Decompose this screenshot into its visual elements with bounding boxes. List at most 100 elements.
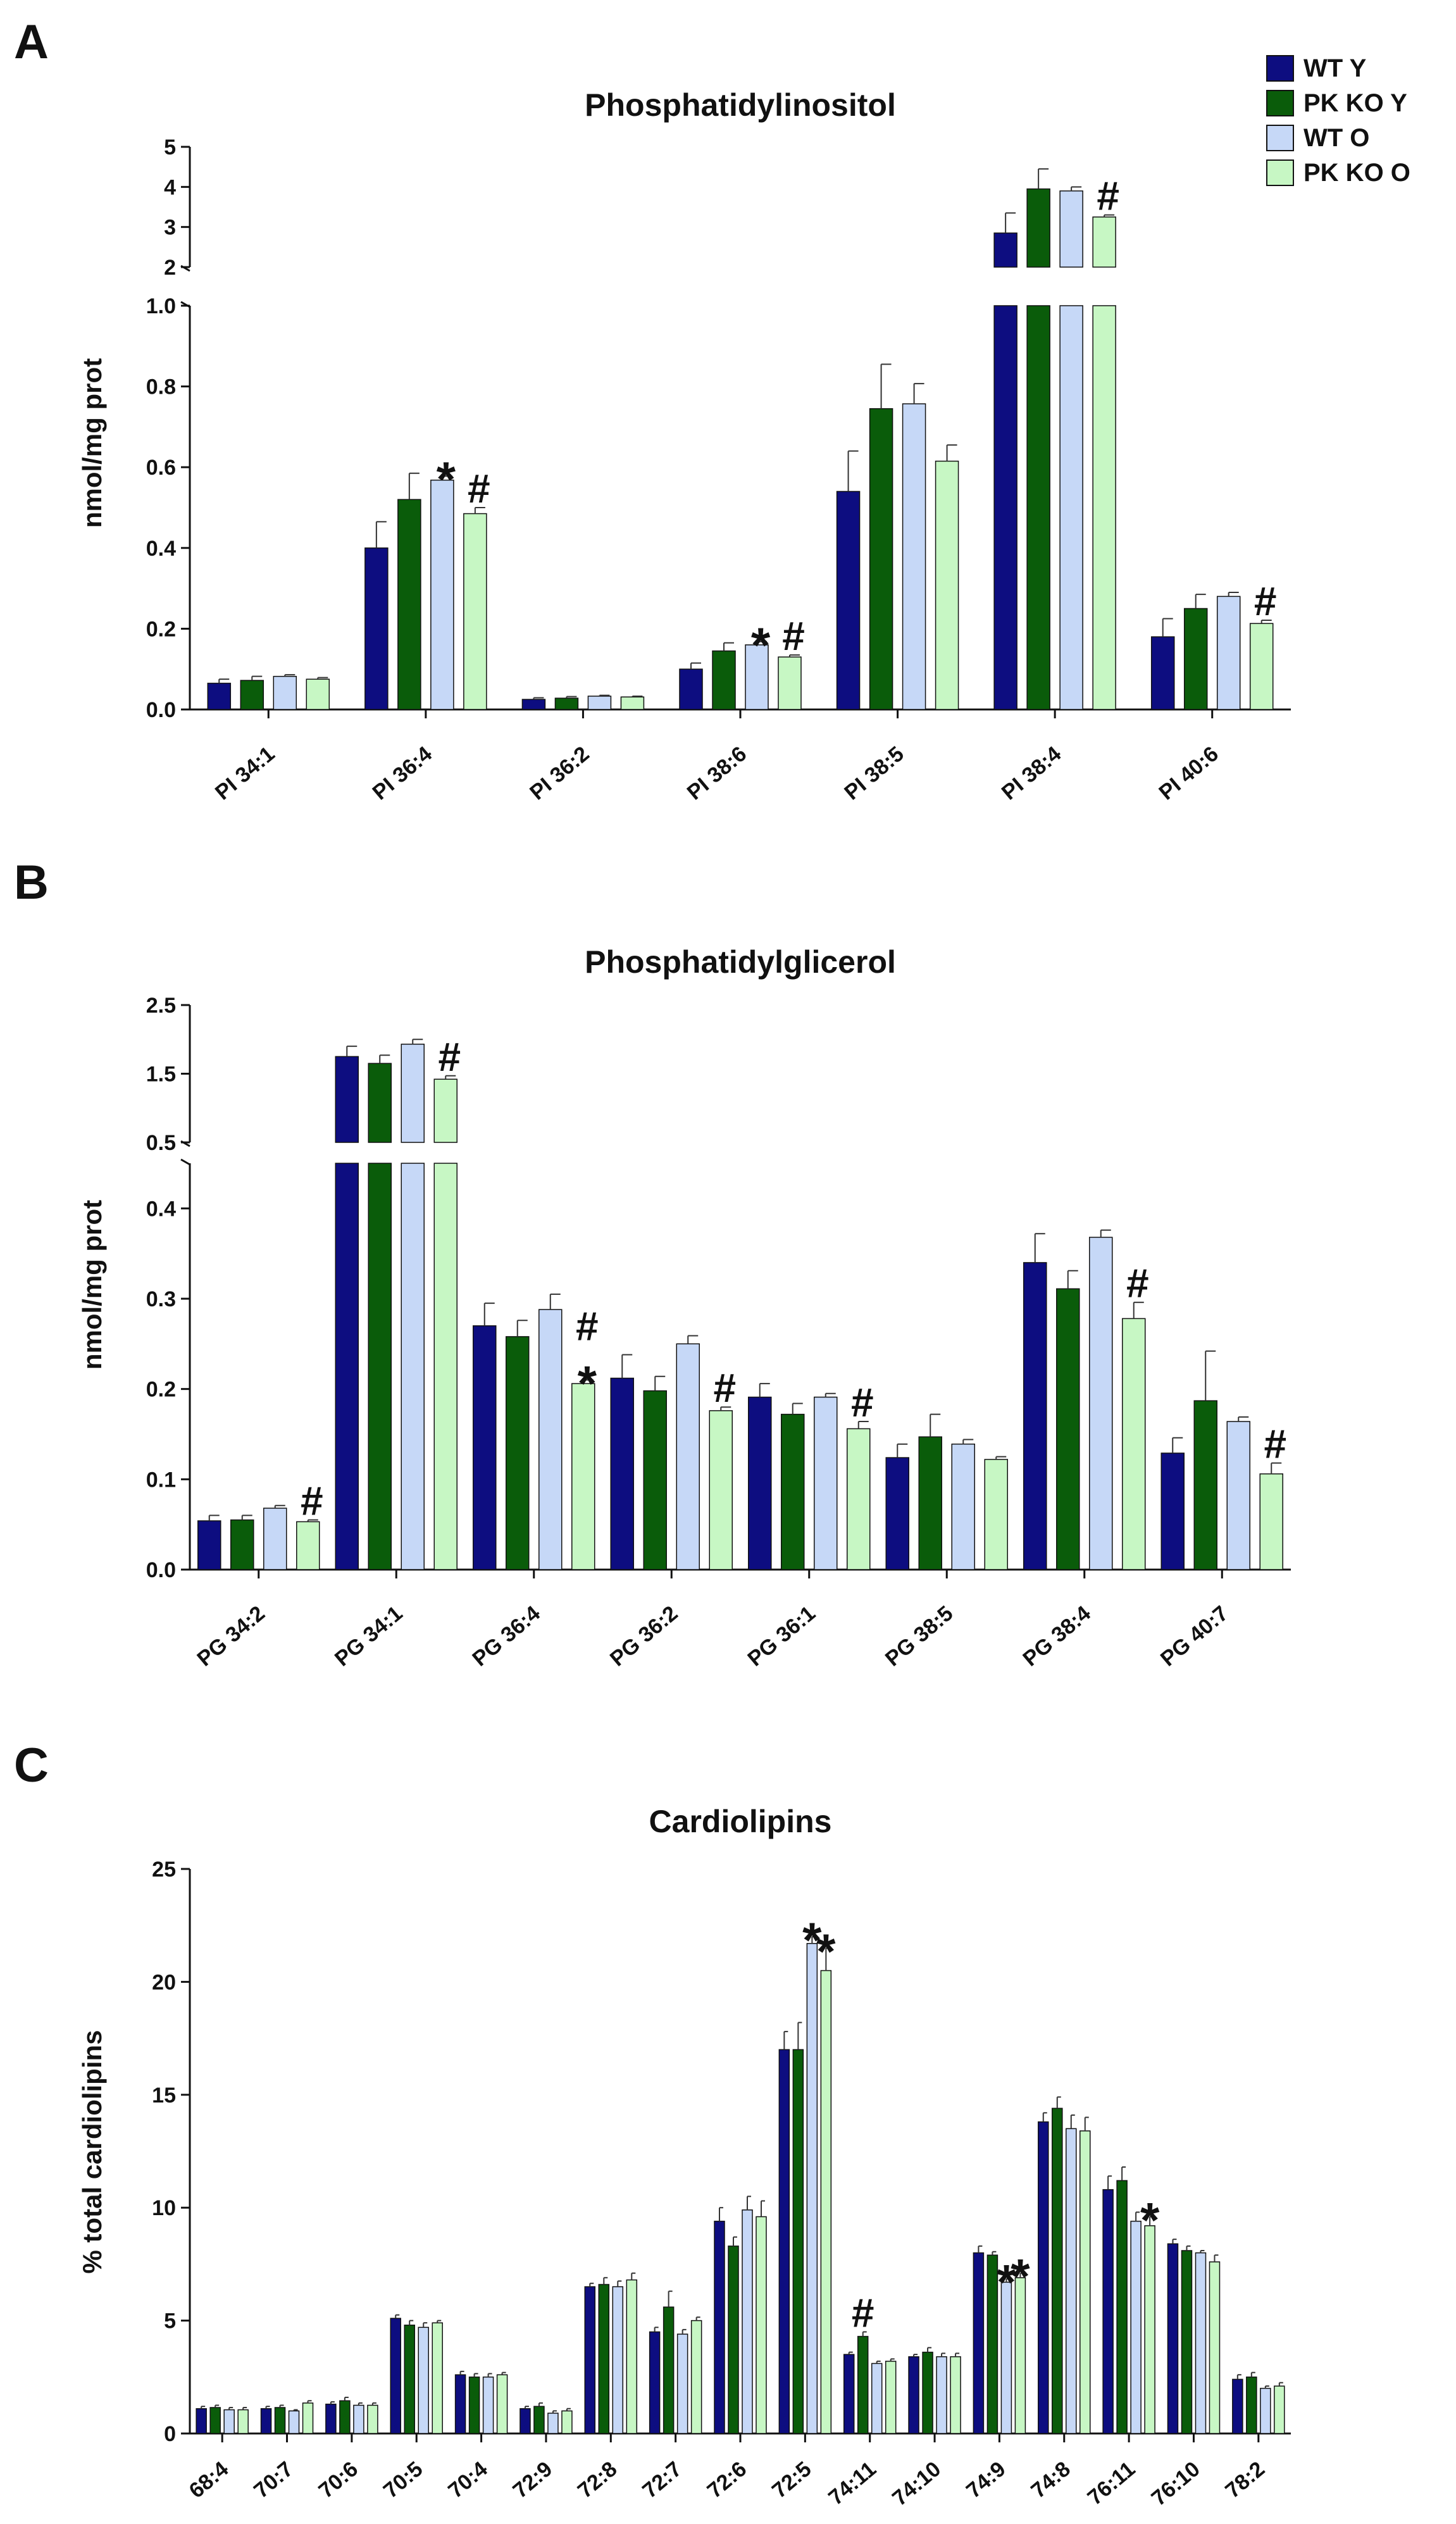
- y-tick-label: 15: [152, 2084, 176, 2108]
- panel-b: B Phosphatidylglicerol nmol/mg prot 0.0 0.1 0…: [14, 856, 1291, 1671]
- bar-pk-ko-o-pg-34-1: [433, 1163, 457, 1570]
- bar-pk-ko-o-76-10: [1209, 2261, 1221, 2434]
- bar-pk-ko-y-pi-40-6: [1183, 608, 1208, 710]
- significance-hash: #: [1254, 578, 1277, 624]
- bar-pk-ko-y-74-11: [857, 2335, 869, 2434]
- legend-label-wt-y: WT Y: [1304, 54, 1367, 82]
- bar-wt-o-pi-38-4: [1059, 305, 1083, 710]
- bar-wt-o-pi-36-4: [430, 479, 454, 710]
- x-tick-label-pg-36-4: PG 36:4: [468, 1601, 544, 1671]
- bar-wt-y-74-11: [843, 2354, 855, 2434]
- significance-star: *: [816, 1923, 836, 1979]
- x-tick-label-pg-40-7: PG 40:7: [1156, 1601, 1233, 1671]
- bar-wt-o-70-7: [288, 2410, 300, 2434]
- bar-pk-ko-o-pi-36-4: [463, 513, 487, 710]
- y-tick-label: 5: [164, 2309, 176, 2333]
- bar-pk-ko-o-68-4: [237, 2409, 249, 2434]
- bar-wt-o-74-10: [936, 2356, 947, 2434]
- bar-wt-o-74-11: [871, 2363, 883, 2434]
- x-tick-label-pi-34-1: PI 34:1: [211, 742, 279, 805]
- legend-label-pk-ko-y: PK KO Y: [1304, 89, 1407, 117]
- bar-pk-ko-o-72-9: [561, 2410, 573, 2434]
- y-tick-label: 5: [164, 135, 176, 159]
- bar-pk-ko-y-70-6: [339, 2400, 351, 2434]
- significance-hash: #: [1264, 1421, 1286, 1467]
- bar-wt-y-pg-36-1: [748, 1396, 772, 1570]
- bar-wt-y-pg-34-1-upper: [335, 1056, 359, 1143]
- bar-pk-ko-o-pg-36-4: [571, 1383, 595, 1570]
- bar-wt-y-70-7: [260, 2408, 272, 2434]
- legend-label-wt-o: WT O: [1304, 124, 1369, 152]
- bar-wt-o-pg-36-1: [814, 1396, 838, 1570]
- bar-wt-o-pi-38-4-upper: [1059, 190, 1083, 268]
- bar-wt-y-72-5: [778, 2049, 790, 2434]
- bar-pk-ko-o-pg-40-7: [1259, 1473, 1283, 1570]
- bar-pk-ko-y-68-4: [209, 2407, 221, 2434]
- legend-swatch-pk-ko-o: [1266, 159, 1294, 186]
- x-tick-label-72-8: 72:8: [573, 2457, 622, 2503]
- bar-wt-y-70-4: [454, 2374, 466, 2434]
- bar-wt-y-pi-36-2: [521, 699, 546, 710]
- x-tick-label-76-10: 76:10: [1147, 2457, 1205, 2511]
- bar-wt-y-pi-38-4: [993, 305, 1017, 710]
- legend-label-pk-ko-o: PK KO O: [1304, 159, 1410, 187]
- bar-pk-ko-o-72-6: [756, 2216, 767, 2434]
- bar-pk-ko-y-pg-34-1: [368, 1163, 392, 1570]
- bar-wt-o-76-10: [1195, 2252, 1207, 2434]
- bar-wt-y-72-8: [584, 2286, 596, 2434]
- y-tick-label: 0.2: [146, 617, 176, 641]
- bar-wt-y-pi-38-4-upper: [993, 232, 1017, 268]
- x-tick-label-70-4: 70:4: [444, 2457, 492, 2503]
- bar-wt-y-pi-40-6: [1150, 636, 1175, 710]
- bar-pk-ko-y-70-7: [274, 2407, 286, 2434]
- significance-hash: #: [713, 1365, 736, 1411]
- bar-wt-o-pg-36-4: [538, 1309, 563, 1570]
- bar-pk-ko-y-pg-38-5: [918, 1436, 942, 1570]
- bar-pk-ko-o-pi-38-5: [935, 460, 959, 710]
- bar-wt-o-70-4: [482, 2377, 494, 2434]
- bar-pk-ko-o-pg-36-1: [847, 1428, 871, 1570]
- bar-pk-ko-y-pi-38-4: [1026, 305, 1050, 710]
- bar-pk-ko-y-pi-38-5: [869, 408, 893, 710]
- bar-wt-y-pi-38-5: [836, 490, 861, 710]
- y-tick-label: 25: [152, 1858, 176, 1882]
- x-tick-label-74-10: 74:10: [888, 2457, 945, 2511]
- bar-wt-o-pg-38-4: [1089, 1237, 1113, 1570]
- bar-pk-ko-o-pi-34-1: [306, 678, 330, 710]
- bar-wt-y-pi-34-1: [207, 682, 232, 710]
- bar-wt-y-78-2: [1232, 2378, 1243, 2434]
- significance-star: *: [751, 617, 771, 673]
- y-tick-label: 0.0: [146, 1558, 176, 1582]
- significance-hash: #: [851, 1380, 874, 1425]
- x-tick-label-pi-38-6: PI 38:6: [683, 742, 751, 805]
- bar-pk-ko-y-pg-38-4: [1056, 1288, 1080, 1570]
- bar-wt-o-72-8: [612, 2286, 624, 2434]
- bar-wt-y-76-11: [1102, 2189, 1114, 2434]
- x-tick-label-70-7: 70:7: [249, 2457, 298, 2503]
- bar-pk-ko-y-pg-40-7: [1193, 1400, 1217, 1570]
- bar-pk-ko-y-pi-36-2: [554, 697, 579, 710]
- bar-wt-o-pg-40-7: [1226, 1421, 1250, 1570]
- y-axis-label: nmol/mg prot: [77, 1200, 107, 1370]
- x-tick-label-pg-34-1: PG 34:1: [330, 1601, 407, 1671]
- bar-wt-y-pi-38-6: [679, 668, 703, 710]
- x-tick-label-70-6: 70:6: [314, 2457, 363, 2503]
- bar-wt-y-70-5: [390, 2318, 401, 2434]
- bar-wt-o-72-9: [547, 2413, 559, 2434]
- chart-title: Phosphatidylinositol: [585, 87, 896, 123]
- significance-hash: #: [782, 613, 805, 659]
- bar-wt-o-pi-38-5: [902, 403, 926, 710]
- bar-wt-y-72-7: [649, 2331, 661, 2434]
- bar-pk-ko-o-74-10: [950, 2356, 961, 2434]
- bar-wt-y-74-10: [908, 2356, 919, 2434]
- legend-swatch-wt-y: [1266, 55, 1294, 82]
- bar-pk-ko-y-76-10: [1181, 2250, 1193, 2434]
- bar-wt-o-76-11: [1130, 2220, 1142, 2434]
- bar-wt-y-pg-34-2: [197, 1520, 221, 1570]
- bar-wt-o-74-8: [1066, 2128, 1077, 2434]
- bar-pk-ko-y-pg-36-2: [643, 1390, 667, 1570]
- significance-star: *: [437, 451, 456, 507]
- chart-title: Phosphatidylglicerol: [585, 944, 896, 980]
- panel-c: C Cardiolipins % total cardiolipins 0 5 10 15 2…: [14, 1739, 1291, 2511]
